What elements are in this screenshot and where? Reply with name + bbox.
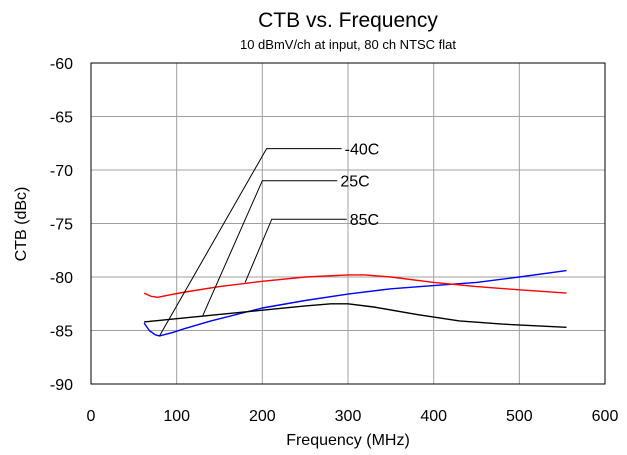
series-lines [143,269,567,337]
y-tick-label: -85 [50,324,73,341]
y-tick-label: -75 [50,217,73,234]
annotation-label: 85C [350,212,379,229]
series-line-25c [144,303,567,328]
annotation-leader [244,218,347,283]
y-tick-label: -65 [50,110,73,127]
series-line-85c [143,274,567,298]
x-tick-label: 400 [420,408,447,425]
x-tick-label: 100 [163,408,190,425]
grid [91,63,605,384]
annotation-label: 25C [340,174,369,191]
annotation-leader [159,148,342,337]
x-tick-label: 200 [249,408,276,425]
chart-subtitle: 10 dBmV/ch at input, 80 ch NTSC flat [240,37,456,52]
y-axis-label: CTB (dBc) [13,187,30,262]
x-axis-label: Frequency (MHz) [286,432,410,449]
series-line-40c [143,269,567,337]
y-tick-label: -80 [50,270,73,287]
annotation-leader [201,180,338,317]
x-tick-label: 500 [506,408,533,425]
plot-area [90,62,606,385]
annotation-label: -40C [345,142,380,159]
x-tick-label: 300 [335,408,362,425]
y-tick-label: -70 [50,163,73,180]
x-tick-label: 0 [87,408,96,425]
y-tick-label: -90 [50,377,73,394]
chart-title: CTB vs. Frequency [258,9,438,32]
series-annotations: -40C 25C 85C [159,142,380,337]
x-tick-label: 600 [592,408,619,425]
y-tick-label: -60 [50,56,73,73]
tick-labels: 0 100 200 300 400 500 600 -60 -65 -70 -75 -80 -85 -90 [50,56,619,425]
